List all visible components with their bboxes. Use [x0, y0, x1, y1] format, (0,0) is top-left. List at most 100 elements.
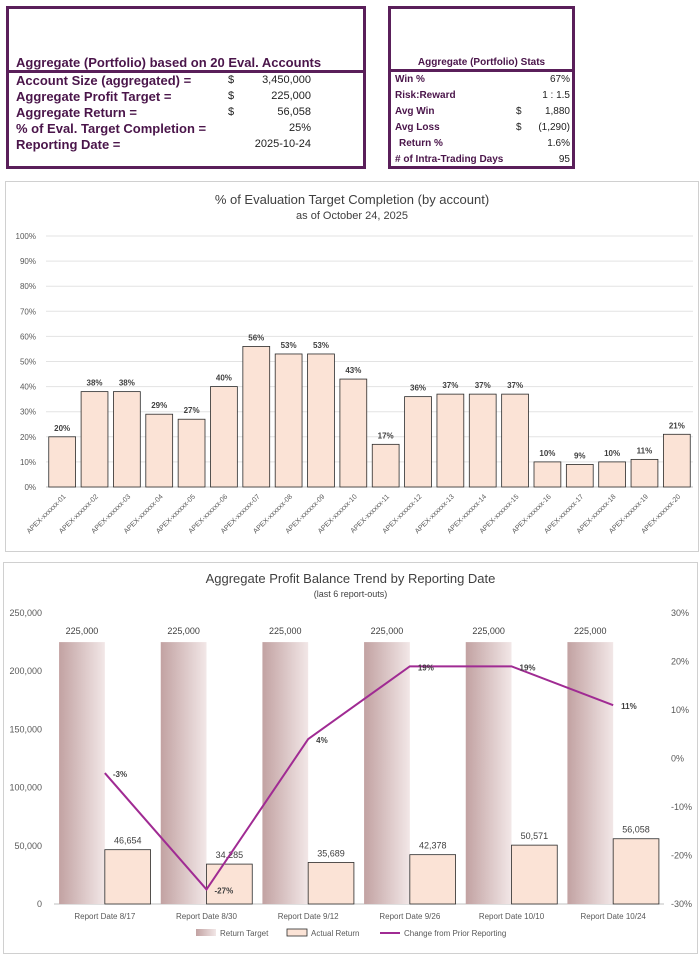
stats-title: Aggregate (Portfolio) Stats — [417, 57, 546, 68]
y-left-tick-label: 250,000 — [9, 608, 42, 618]
bar-data-label: 37% — [507, 381, 523, 390]
bar — [80, 391, 109, 488]
stats-value: 1 : 1.5 — [542, 90, 570, 101]
summary-row-aggregate-return: Aggregate Return = $ 56,058 — [16, 105, 363, 121]
stats-divider — [391, 69, 572, 72]
stats-row-avg-loss: Avg Loss $ (1,290) — [395, 121, 570, 136]
actual-return-data-label: 42,378 — [419, 841, 447, 851]
actual-return-bar — [104, 849, 151, 905]
actual-return-bar — [206, 863, 253, 905]
summary-value: 56,058 — [277, 106, 311, 118]
actual-return-data-label: 50,571 — [521, 831, 549, 841]
bar — [210, 386, 238, 488]
y-right-tick-label: 30% — [671, 608, 689, 618]
bar — [501, 393, 529, 488]
chart-subtitle: (last 6 report-outs) — [314, 589, 388, 599]
summary-value: 225,000 — [271, 90, 311, 102]
bar-data-label: 27% — [184, 406, 200, 415]
legend-label: Actual Return — [311, 929, 359, 938]
bar-data-label: 53% — [313, 341, 329, 350]
stats-label: Return % — [399, 138, 443, 149]
x-tick-label: Report Date 9/26 — [379, 912, 440, 921]
bar — [598, 461, 626, 488]
actual-return-bar — [409, 854, 456, 905]
bar — [145, 413, 174, 488]
y-tick-label: 20% — [20, 433, 36, 442]
target-completion-chart: % of Evaluation Target Completion (by ac… — [5, 181, 699, 552]
chart-title: % of Evaluation Target Completion (by ac… — [215, 192, 489, 207]
y-tick-label: 50% — [20, 358, 36, 367]
stats-value: 1.6% — [547, 138, 570, 149]
stats-value: 95 — [558, 154, 570, 165]
y-left-tick-label: 100,000 — [9, 783, 42, 793]
bar — [307, 353, 335, 488]
change-data-label: -3% — [113, 770, 127, 779]
bar — [48, 436, 77, 488]
bar-data-label: 10% — [539, 449, 555, 458]
y-tick-label: 10% — [20, 458, 36, 467]
y-tick-label: 90% — [20, 257, 36, 266]
bar — [565, 464, 594, 488]
y-left-tick-label: 150,000 — [9, 724, 42, 734]
summary-currency: $ — [228, 74, 235, 86]
return-target-bar — [465, 642, 512, 904]
actual-return-data-label: 35,689 — [317, 848, 345, 858]
portfolio-stats-panel: Aggregate (Portfolio) Stats Win % 67% Ri… — [388, 6, 575, 169]
bar-data-label: 37% — [442, 381, 458, 390]
stats-label: Win % — [395, 74, 425, 85]
stats-value: (1,290) — [538, 122, 570, 133]
bar-data-label: 40% — [216, 374, 232, 383]
summary-currency: $ — [228, 90, 235, 102]
x-tick-label: Report Date 9/12 — [278, 912, 339, 921]
bar-data-label: 21% — [669, 421, 685, 430]
bar-data-label: 38% — [87, 379, 103, 388]
bar — [242, 346, 271, 488]
stats-value: 1,880 — [544, 106, 570, 117]
bar — [371, 443, 400, 488]
chart-title: Aggregate Profit Balance Trend by Report… — [206, 571, 496, 586]
profit-trend-chart: Aggregate Profit Balance Trend by Report… — [3, 562, 698, 954]
x-tick-label: Report Date 8/17 — [74, 912, 135, 921]
stats-value: 67% — [549, 74, 570, 85]
stats-row-avg-win: Avg Win $ 1,880 — [395, 105, 570, 120]
summary-label: % of Eval. Target Completion = — [16, 121, 207, 136]
stats-label: # of Intra-Trading Days — [395, 154, 504, 165]
bar — [113, 391, 141, 488]
y-tick-label: 0% — [24, 483, 36, 492]
y-tick-label: 70% — [20, 307, 36, 316]
stats-row-win-pct: Win % 67% — [395, 73, 570, 88]
bar-data-label: 53% — [281, 341, 297, 350]
y-right-tick-label: 10% — [671, 705, 689, 715]
summary-row-profit-target: Aggregate Profit Target = $ 225,000 — [16, 89, 363, 105]
change-from-prior-line — [104, 665, 614, 892]
y-tick-label: 60% — [20, 332, 36, 341]
return-target-data-label: 225,000 — [167, 626, 200, 636]
y-right-tick-label: 0% — [671, 754, 684, 764]
profit-trend-chart-svg: Aggregate Profit Balance Trend by Report… — [9, 571, 692, 938]
actual-return-bar — [511, 844, 558, 905]
bar — [339, 378, 368, 488]
bar-data-label: 17% — [378, 431, 394, 440]
actual-return-data-label: 56,058 — [622, 825, 650, 835]
summary-row-reporting-date: Reporting Date = 2025-10-24 — [16, 137, 363, 153]
y-right-tick-label: -20% — [671, 851, 692, 861]
y-right-tick-label: -10% — [671, 802, 692, 812]
actual-return-bar — [612, 838, 660, 905]
stats-row-trading-days: # of Intra-Trading Days 95 — [395, 153, 570, 168]
y-tick-label: 40% — [20, 383, 36, 392]
bar-data-label: 20% — [54, 424, 70, 433]
change-data-label: 19% — [520, 663, 536, 672]
change-data-label: -27% — [215, 886, 234, 895]
bar — [274, 353, 303, 488]
legend-label: Change from Prior Reporting — [404, 929, 506, 938]
bar-data-label: 38% — [119, 379, 135, 388]
bar-data-label: 36% — [410, 384, 426, 393]
target-completion-chart-svg: % of Evaluation Target Completion (by ac… — [16, 192, 693, 535]
bar — [533, 461, 562, 488]
legend-swatch-return-target — [196, 929, 216, 936]
bar-data-label: 29% — [151, 401, 167, 410]
stats-currency: $ — [516, 122, 522, 133]
return-target-bar — [160, 642, 207, 904]
bar-data-label: 37% — [475, 381, 491, 390]
legend-label: Return Target — [220, 929, 269, 938]
